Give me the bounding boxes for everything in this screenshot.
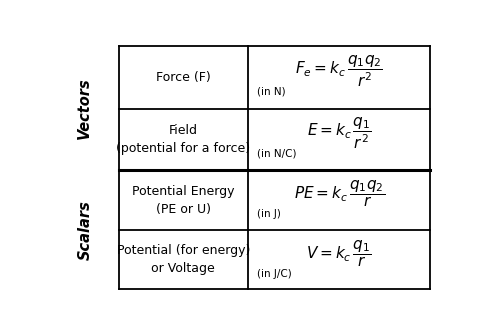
Text: Potential (for energy)
or Voltage: Potential (for energy) or Voltage (117, 244, 250, 275)
Text: Force (F): Force (F) (156, 71, 211, 84)
Text: (in N/C): (in N/C) (257, 149, 297, 159)
Text: $PE = k_c\,\dfrac{q_1 q_2}{r}$: $PE = k_c\,\dfrac{q_1 q_2}{r}$ (293, 179, 384, 209)
Text: (in J): (in J) (257, 209, 281, 219)
Text: $F_e = k_c\,\dfrac{q_1 q_2}{r^2}$: $F_e = k_c\,\dfrac{q_1 q_2}{r^2}$ (295, 53, 383, 89)
Text: Vectors: Vectors (77, 77, 92, 139)
Text: (in N): (in N) (257, 87, 286, 97)
Text: $E = k_c\,\dfrac{q_1}{r^2}$: $E = k_c\,\dfrac{q_1}{r^2}$ (306, 116, 371, 151)
Text: Field
(potential for a force): Field (potential for a force) (116, 124, 250, 155)
Text: (in J/C): (in J/C) (257, 269, 292, 279)
Text: Scalars: Scalars (77, 200, 92, 260)
Text: $V = k_c\,\dfrac{q_1}{r}$: $V = k_c\,\dfrac{q_1}{r}$ (306, 238, 372, 269)
Text: Potential Energy
(PE or U): Potential Energy (PE or U) (132, 185, 235, 216)
